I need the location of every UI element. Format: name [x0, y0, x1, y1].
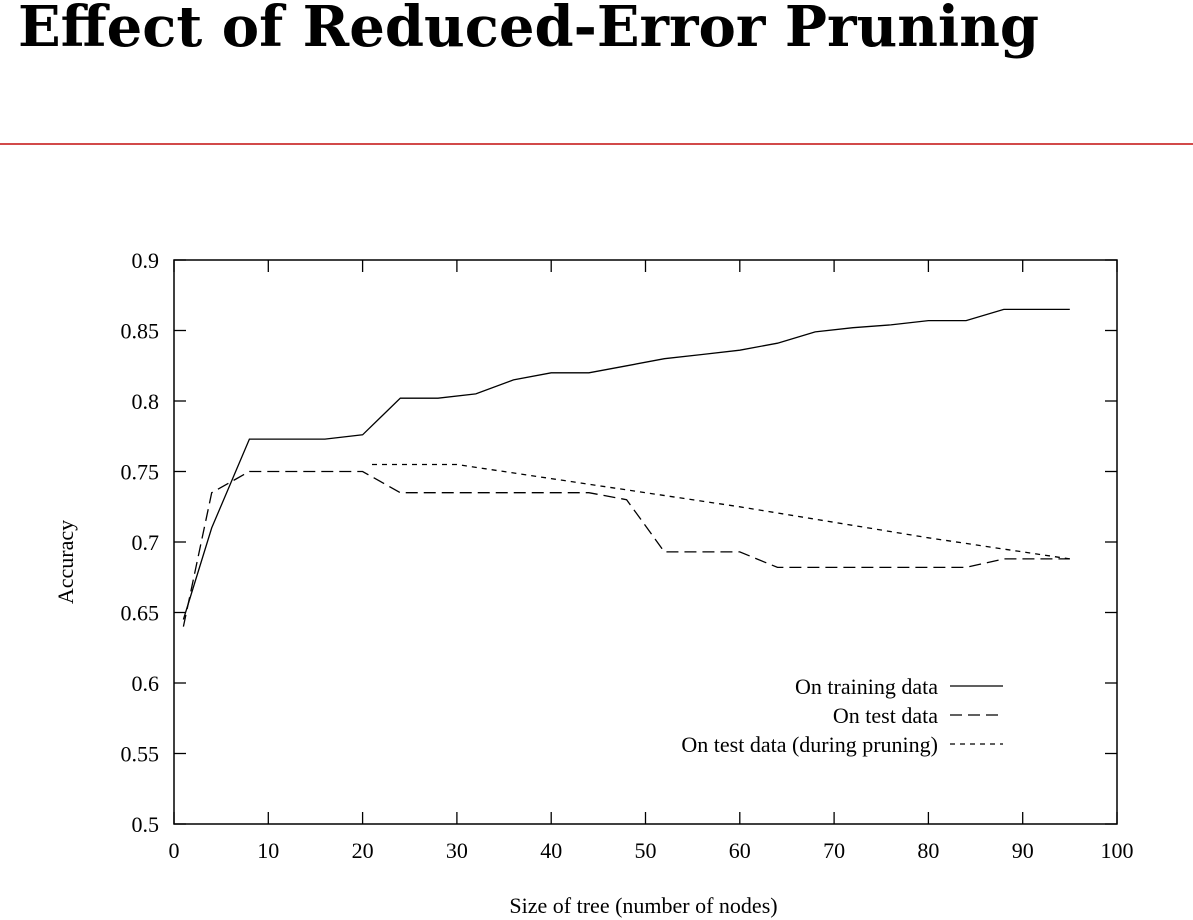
- y-axis-title: Accuracy: [53, 520, 78, 604]
- y-tick-label: 0.85: [121, 319, 160, 344]
- y-tick-label: 0.6: [132, 671, 160, 696]
- legend-label: On test data: [833, 703, 938, 728]
- x-axis-title: Size of tree (number of nodes): [509, 893, 777, 918]
- series-line-dotted: [372, 463, 1070, 560]
- x-tick-label: 90: [1012, 838, 1034, 863]
- x-tick-label: 0: [169, 838, 180, 863]
- y-tick-label: 0.75: [121, 460, 160, 485]
- legend-label: On training data: [795, 674, 938, 699]
- series-line-solid: [182, 308, 1070, 620]
- x-tick-label: 80: [917, 838, 939, 863]
- x-tick-label: 30: [446, 838, 468, 863]
- x-tick-label: 100: [1101, 838, 1134, 863]
- x-tick-label: 60: [729, 838, 751, 863]
- x-tick-label: 20: [352, 838, 374, 863]
- y-tick-label: 0.5: [132, 812, 160, 837]
- plot-frame: [173, 259, 1118, 825]
- slide-title: Effect of Reduced-Error Pruning: [18, 0, 1040, 60]
- x-tick-label: 70: [823, 838, 845, 863]
- y-tick-label: 0.65: [121, 601, 160, 626]
- y-tick-label: 0.7: [132, 530, 160, 555]
- y-tick-label: 0.55: [121, 742, 160, 767]
- legend-label: On test data (during pruning): [681, 732, 938, 757]
- x-tick-label: 50: [635, 838, 657, 863]
- title-divider: [0, 143, 1193, 145]
- y-tick-label: 0.9: [132, 248, 160, 273]
- series-line-dashed: [182, 470, 1070, 627]
- x-tick-label: 40: [540, 838, 562, 863]
- y-tick-label: 0.8: [132, 389, 160, 414]
- x-tick-label: 10: [257, 838, 279, 863]
